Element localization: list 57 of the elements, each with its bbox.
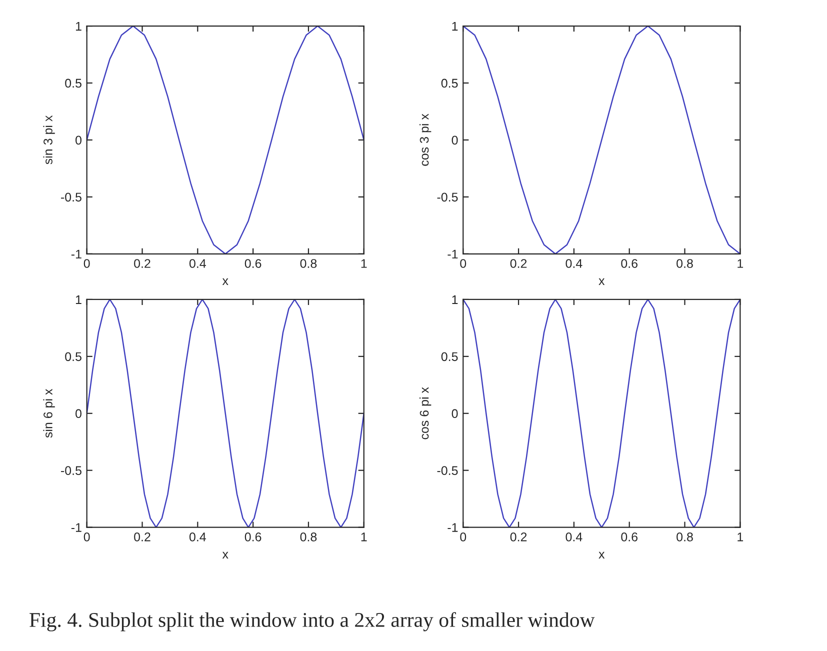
x-tick-label: 0 xyxy=(460,259,466,268)
y-tick-label: 1 xyxy=(452,295,458,304)
y-tick-label: 1 xyxy=(452,22,458,31)
y-tick-label: 1 xyxy=(76,22,82,31)
x-tick-label: 0.6 xyxy=(621,532,638,542)
y-axis-title: cos 6 pi x xyxy=(420,387,432,440)
y-tick-label: -0.5 xyxy=(60,192,82,202)
y-tick-label: 1 xyxy=(76,295,82,304)
x-tick-label: 0.6 xyxy=(244,259,262,268)
y-tick-label: -1 xyxy=(71,523,82,532)
y-tick-label: -1 xyxy=(448,523,458,532)
x-tick-label: 0.8 xyxy=(300,259,317,268)
y-axis-title: sin 3 pi x xyxy=(43,115,55,164)
x-tick-label: 0 xyxy=(84,532,90,542)
y-tick-label: 0.5 xyxy=(441,78,458,88)
caption: Fig. 4. Subplot split the window into a 2x2 array of smaller window xyxy=(30,612,595,632)
line-series xyxy=(86,26,364,254)
x-tick-label: 0.8 xyxy=(676,532,693,542)
y-tick-label: -0.5 xyxy=(60,466,82,475)
x-tick-label: 1 xyxy=(361,259,367,268)
y-tick-label: 0 xyxy=(452,409,458,418)
x-tick-label: 0.6 xyxy=(621,259,638,268)
x-tick-label: 0.4 xyxy=(189,259,206,268)
x-tick-label: 1 xyxy=(738,532,744,542)
x-tick-label: 1 xyxy=(361,532,367,542)
x-tick-label: 0.4 xyxy=(566,259,582,268)
y-tick-label: 0 xyxy=(452,136,458,145)
x-tick-label: 0.2 xyxy=(134,259,150,268)
x-tick-label: 0.6 xyxy=(244,532,262,542)
y-tick-label: -0.5 xyxy=(437,192,458,202)
y-tick-label: -0.5 xyxy=(437,466,458,475)
x-tick-label: 0.8 xyxy=(300,532,317,542)
x-tick-label: 0.2 xyxy=(510,532,527,542)
x-tick-label: 1 xyxy=(738,259,744,268)
line-series xyxy=(463,299,740,528)
line-series xyxy=(86,299,364,528)
x-axis-title: x xyxy=(598,278,605,286)
y-tick-label: 0 xyxy=(76,409,82,418)
line-series xyxy=(463,26,740,254)
x-tick-label: 0.2 xyxy=(134,532,150,542)
x-tick-label: 0.4 xyxy=(566,532,582,542)
x-axis-title: x xyxy=(222,552,228,558)
y-tick-label: 0.5 xyxy=(65,352,82,362)
y-axis-title: sin 6 pi x xyxy=(43,388,55,438)
x-tick-label: 0.2 xyxy=(510,259,527,268)
x-axis-title: x xyxy=(222,278,228,286)
y-tick-label: 0.5 xyxy=(441,352,458,362)
x-tick-label: 0 xyxy=(460,532,466,542)
y-tick-label: -1 xyxy=(448,250,458,258)
x-axis-title: x xyxy=(598,552,605,558)
x-tick-label: 0.8 xyxy=(676,259,693,268)
x-tick-label: 0 xyxy=(84,259,90,268)
y-tick-label: -1 xyxy=(71,250,82,258)
y-axis-title: cos 3 pi x xyxy=(420,114,432,166)
x-tick-label: 0.4 xyxy=(189,532,206,542)
y-tick-label: 0 xyxy=(76,136,82,145)
y-tick-label: 0.5 xyxy=(65,78,82,88)
